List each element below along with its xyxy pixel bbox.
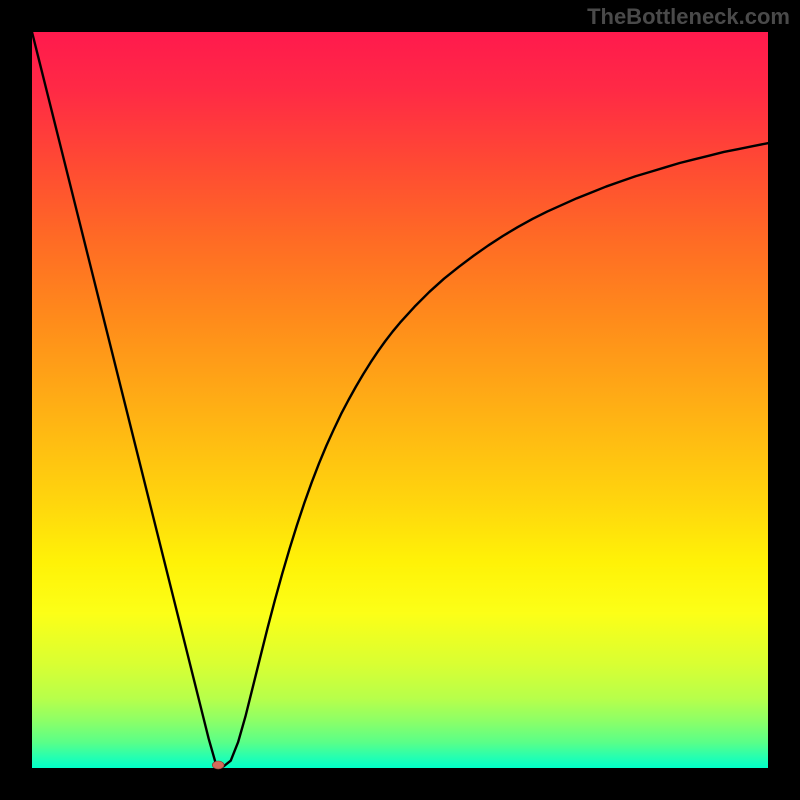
bottleneck-chart [0,0,800,800]
minimum-marker [212,761,224,769]
plot-gradient-background [32,32,768,768]
chart-container: TheBottleneck.com [0,0,800,800]
